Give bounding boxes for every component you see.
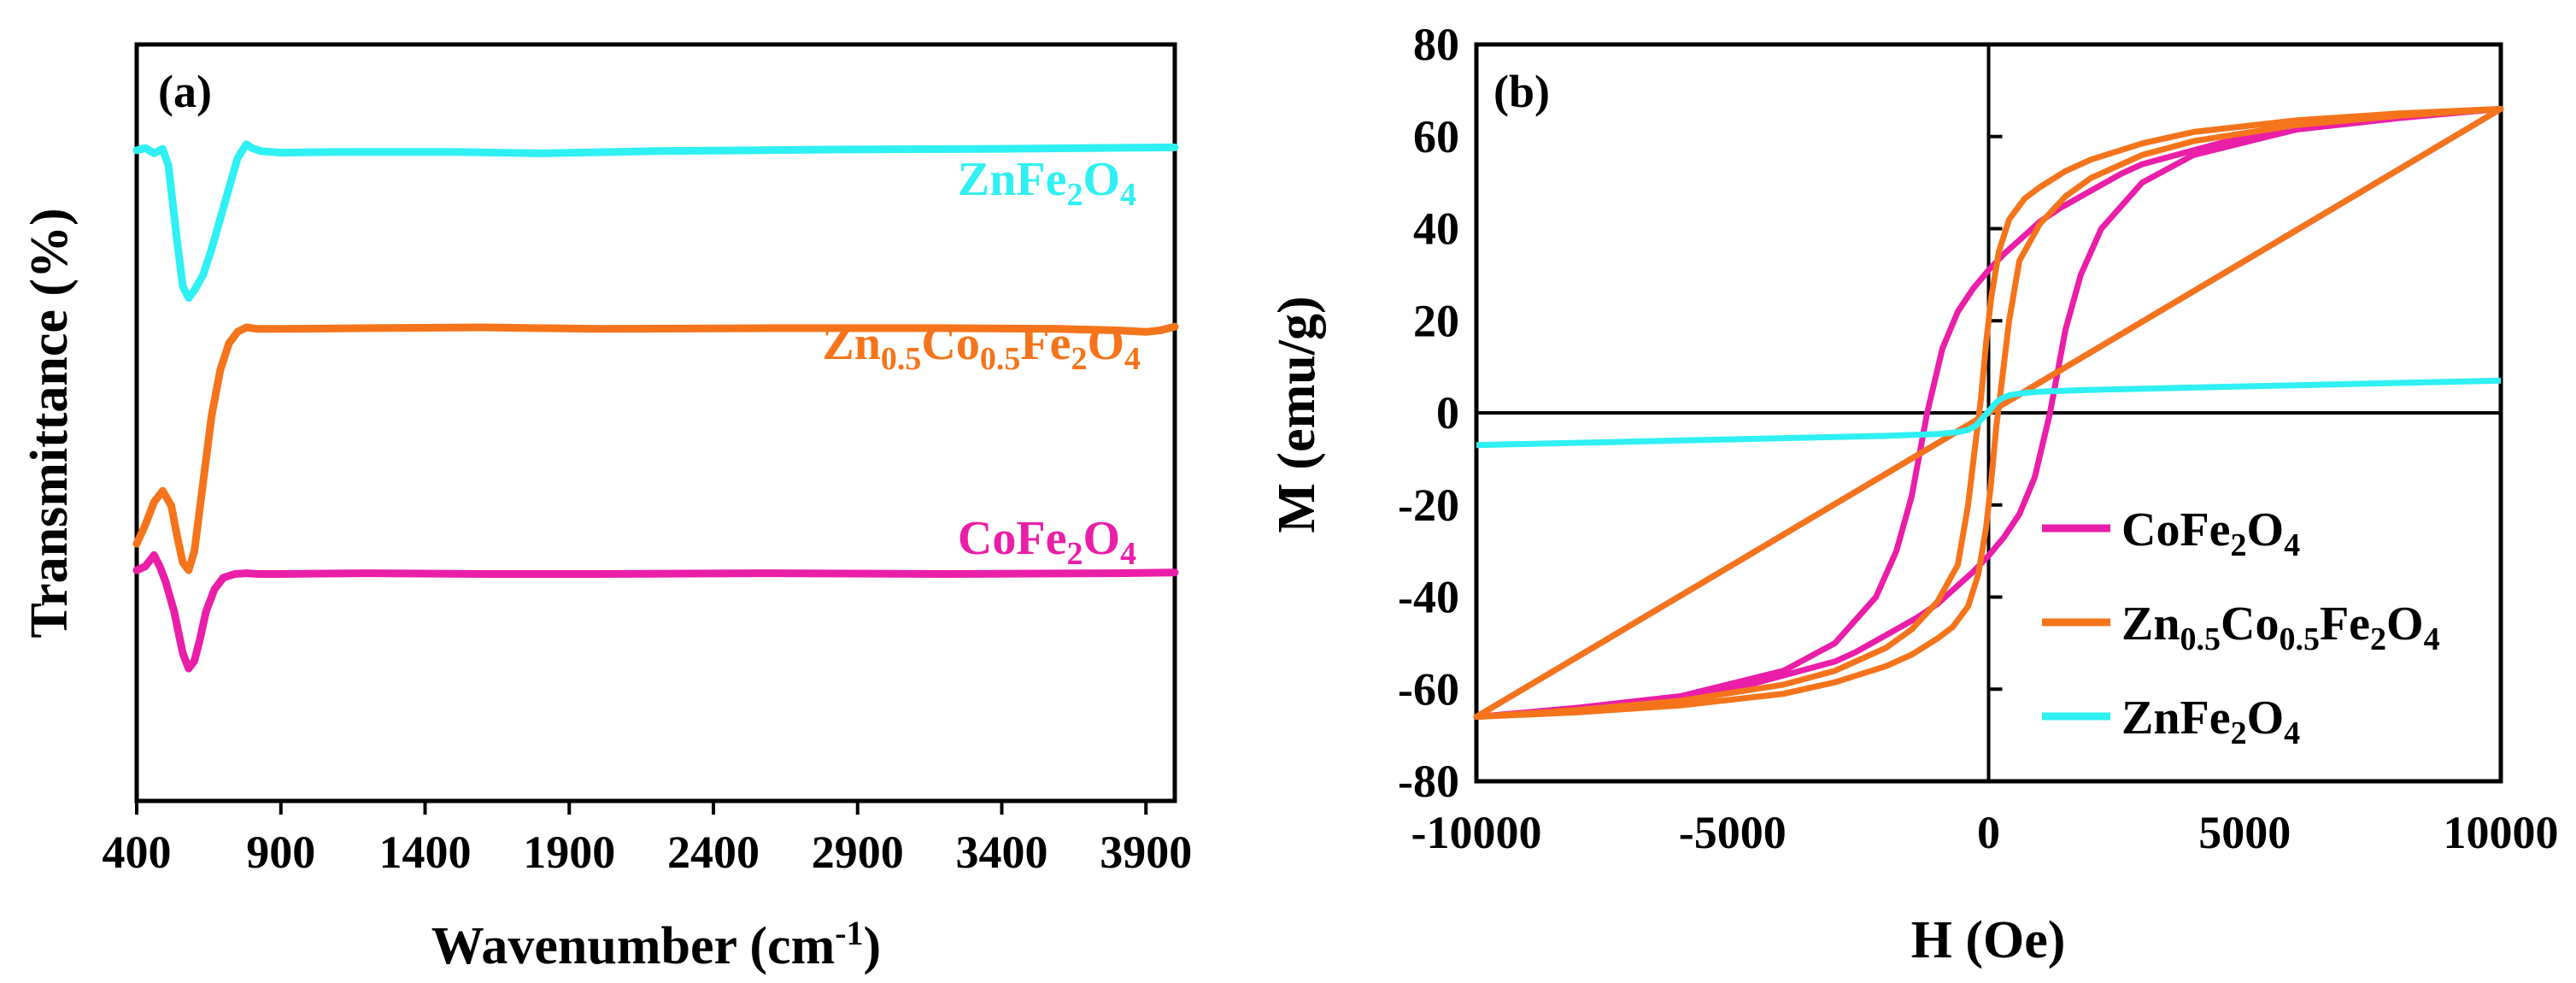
panel-b-x-tick-label: 5000 xyxy=(2198,807,2291,858)
panel-a-label-znfe2o4-s2: 4 xyxy=(1120,177,1136,213)
panel-a-label-znfe2o4: ZnFe2O4 xyxy=(958,153,1136,213)
panel-a-x-tick-label: 3400 xyxy=(956,827,1048,878)
legend-zncofe2o4-p1: Zn xyxy=(2121,597,2180,650)
panel-a-label-znfe2o4-p2: O xyxy=(1083,153,1120,206)
panel-a-label-zncofe2o4-p2: Co xyxy=(921,317,979,370)
panel-a-plot-frame xyxy=(134,42,1177,803)
panel-b-x-axis-title: H (Oe) xyxy=(1911,911,2066,969)
legend-zncofe2o4-p2: Co xyxy=(2221,597,2279,650)
legend-zncofe2o4-s4: 4 xyxy=(2424,621,2440,657)
panel-a-x-tick-label: 3900 xyxy=(1100,827,1192,878)
panel-b-curve-znfe2o4 xyxy=(1476,377,2502,449)
panel-b-y-tick-label: 0 xyxy=(1436,387,1459,439)
legend-label-cofe2o4: CoFe2O4 xyxy=(2121,503,2300,563)
legend-cofe2o4-p2: O xyxy=(2247,503,2285,556)
panel-a-label-zncofe2o4-p4: O xyxy=(1087,317,1124,370)
legend-label-znfe2o4: ZnFe2O4 xyxy=(2121,692,2300,751)
panel-a-x-axis-title-main: Wavenumber (cm xyxy=(431,917,835,975)
panel-a-x-axis-title-end: ) xyxy=(864,917,882,975)
panel-a-x-tick-label: 2900 xyxy=(812,827,904,878)
panel-b-y-tick-label: 80 xyxy=(1413,19,1459,70)
panel-b-loop-zncofe2o4 xyxy=(1473,105,2504,721)
panel-a-x-tick-label: 2400 xyxy=(667,827,760,878)
panel-b-y-tick-label: 20 xyxy=(1413,295,1459,346)
panel-b-series-lines xyxy=(1473,105,2504,721)
panel-a-x-axis-title-sup: -1 xyxy=(835,914,863,952)
legend-label-zncofe2o4: Zn0.5Co0.5Fe2O4 xyxy=(2121,597,2440,657)
legend-cofe2o4-s2: 4 xyxy=(2284,527,2300,563)
legend-cofe2o4-p1: CoFe xyxy=(2121,503,2231,556)
panel-b-y-tick-label: 40 xyxy=(1413,203,1459,255)
panel-b-y-tick-label: -40 xyxy=(1398,572,1459,623)
panel-a-series-line-cofe2o4 xyxy=(132,550,1179,673)
panel-b-x-tick-labels: -10000 -5000 0 5000 10000 xyxy=(1411,807,2559,858)
panel-b-y-tick-label: -60 xyxy=(1398,663,1459,715)
panel-a-label-znfe2o4-s1: 2 xyxy=(1066,177,1083,213)
panel-b-y-axis-title: M (emu/g) xyxy=(1268,296,1326,533)
panel-a-label-cofe2o4-p1: CoFe xyxy=(958,512,1067,565)
panel-a-x-tick-label: 1900 xyxy=(523,827,615,878)
legend-zncofe2o4-p4: O xyxy=(2386,597,2424,650)
panel-a-y-axis-title: Transmittance (%) xyxy=(21,208,79,638)
panel-a-label-zncofe2o4: Zn0.5Co0.5Fe2O4 xyxy=(822,317,1141,377)
panel-a-series-line-zncofe2o4 xyxy=(132,322,1179,574)
legend-zncofe2o4-s1: 0.5 xyxy=(2180,621,2221,657)
panel-b-y-tick-label: -20 xyxy=(1398,480,1459,531)
panel-a-x-tick-label: 400 xyxy=(103,827,172,878)
panel-a-label-cofe2o4-p2: O xyxy=(1083,512,1120,565)
panel-a-label-znfe2o4-p1: ZnFe xyxy=(958,153,1067,206)
panel-b-legend: CoFe2O4 Zn0.5Co0.5Fe2O4 ZnFe2O4 xyxy=(2042,503,2440,751)
panel-a-x-ticks xyxy=(135,801,1148,815)
panel-a-label-zncofe2o4-p1: Zn xyxy=(822,317,881,370)
panel-a: (a) 400 900 1400 1900 2400 2900 3400 3900 ZnFe2… xyxy=(21,42,1193,975)
panel-a-label-cofe2o4-s1: 2 xyxy=(1066,536,1083,572)
panel-b-x-tick-label: -10000 xyxy=(1411,807,1542,858)
panel-b-y-tick-label: 60 xyxy=(1413,111,1459,162)
legend-znfe2o4-s1: 2 xyxy=(2231,715,2247,751)
panel-a-label-zncofe2o4-s2: 0.5 xyxy=(980,341,1021,377)
legend-znfe2o4-p1: ZnFe xyxy=(2121,692,2231,745)
panel-b-x-tick-label: 10000 xyxy=(2444,807,2559,858)
panel-a-label-zncofe2o4-p3: Fe xyxy=(1020,317,1071,370)
panel-b-y-tick-label: -80 xyxy=(1398,756,1459,807)
legend-znfe2o4-p2: O xyxy=(2247,692,2285,745)
panel-a-series-lines xyxy=(132,140,1179,673)
panel-a-label-zncofe2o4-s3: 2 xyxy=(1071,341,1087,377)
panel-b: (b) -80 -60 -40 -20 0 20 40 60 80 -10000 -5000 0 50… xyxy=(1268,19,2559,969)
panel-a-label-zncofe2o4-s1: 0.5 xyxy=(881,341,922,377)
legend-zncofe2o4-s3: 2 xyxy=(2370,621,2386,657)
panel-a-label-cofe2o4: CoFe2O4 xyxy=(958,512,1136,572)
legend-zncofe2o4-s2: 0.5 xyxy=(2279,621,2320,657)
panel-a-label-cofe2o4-s2: 4 xyxy=(1120,536,1136,572)
panel-a-series-line-znfe2o4 xyxy=(132,140,1179,302)
panel-b-y-tick-labels: -80 -60 -40 -20 0 20 40 60 80 xyxy=(1398,19,1459,807)
legend-znfe2o4-s2: 4 xyxy=(2284,715,2300,751)
panel-a-x-tick-labels: 400 900 1400 1900 2400 2900 3400 3900 xyxy=(103,827,1193,878)
panel-b-label: (b) xyxy=(1493,66,1550,117)
panel-a-x-tick-label: 900 xyxy=(246,827,315,878)
panel-b-x-tick-label: 0 xyxy=(1977,807,2000,858)
panel-a-label-zncofe2o4-s4: 4 xyxy=(1124,341,1141,377)
panel-a-x-axis-title: Wavenumber (cm-1) xyxy=(431,914,881,975)
panel-a-x-tick-label: 1400 xyxy=(379,827,472,878)
panel-a-label: (a) xyxy=(158,66,212,117)
legend-zncofe2o4-p3: Fe xyxy=(2320,597,2370,650)
panel-b-x-tick-label: -5000 xyxy=(1679,807,1787,858)
legend-cofe2o4-s1: 2 xyxy=(2231,527,2247,563)
